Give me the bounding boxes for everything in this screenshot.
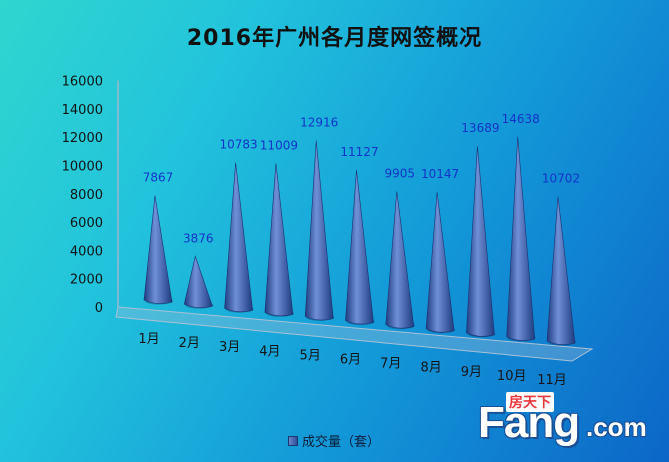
y-tick-label: 0	[95, 301, 103, 316]
cone-bar	[506, 136, 536, 341]
floor-plane	[115, 306, 594, 362]
y-tick-label: 16000	[62, 75, 103, 90]
y-tick-label: 12000	[62, 131, 103, 146]
cone-bar	[466, 146, 495, 337]
y-tick-label: 8000	[70, 188, 103, 203]
cone-bar	[224, 162, 253, 313]
legend-label: 成交量（套）	[302, 435, 381, 450]
watermark-brand: Fang	[478, 398, 580, 447]
cone-bar	[345, 170, 374, 325]
cone-bar	[546, 196, 576, 345]
y-tick-label: 2000	[70, 273, 103, 288]
x-tick-label: 9月	[461, 365, 482, 380]
data-label: 13689	[461, 121, 499, 135]
cone-bar	[425, 192, 455, 333]
data-label: 11127	[340, 145, 378, 159]
cone-bar	[264, 163, 294, 317]
y-tick-label: 4000	[70, 244, 103, 259]
y-tick-label: 10000	[62, 160, 103, 175]
x-tick-label: 2月	[179, 336, 200, 351]
legend: 成交量（套）	[288, 431, 380, 450]
x-tick-label: 3月	[219, 340, 240, 355]
watermark-cn: 房天下	[506, 392, 554, 412]
x-tick-label: 7月	[380, 357, 401, 372]
data-label: 14638	[502, 112, 540, 126]
x-tick-label: 1月	[138, 332, 159, 347]
chart-title: 2016年广州各月度网签概况	[186, 26, 483, 51]
data-label: 12916	[300, 116, 338, 130]
x-tick-label: 8月	[420, 361, 441, 376]
cone-bar	[183, 255, 213, 308]
y-tick-label: 6000	[70, 216, 103, 231]
x-tick-label: 4月	[259, 344, 280, 359]
watermark-logo: 房天下 Fang .com	[478, 392, 658, 448]
x-tick-label: 5月	[300, 348, 321, 363]
data-label: 11009	[260, 139, 298, 153]
data-label: 3876	[183, 231, 214, 245]
legend-swatch	[288, 435, 298, 446]
data-label: 10147	[421, 167, 459, 181]
data-label: 10783	[220, 138, 258, 152]
data-label: 9905	[385, 166, 416, 180]
cone-bar	[304, 140, 334, 321]
watermark-domain: .com	[586, 412, 647, 442]
data-label: 10702	[542, 172, 580, 186]
cone-bar	[385, 191, 415, 329]
cone-bar	[143, 195, 173, 304]
x-tick-label: 11月	[537, 373, 567, 388]
data-label: 7867	[143, 171, 174, 185]
y-tick-label: 14000	[62, 103, 103, 118]
x-tick-label: 10月	[497, 369, 527, 384]
x-tick-label: 6月	[340, 353, 361, 368]
